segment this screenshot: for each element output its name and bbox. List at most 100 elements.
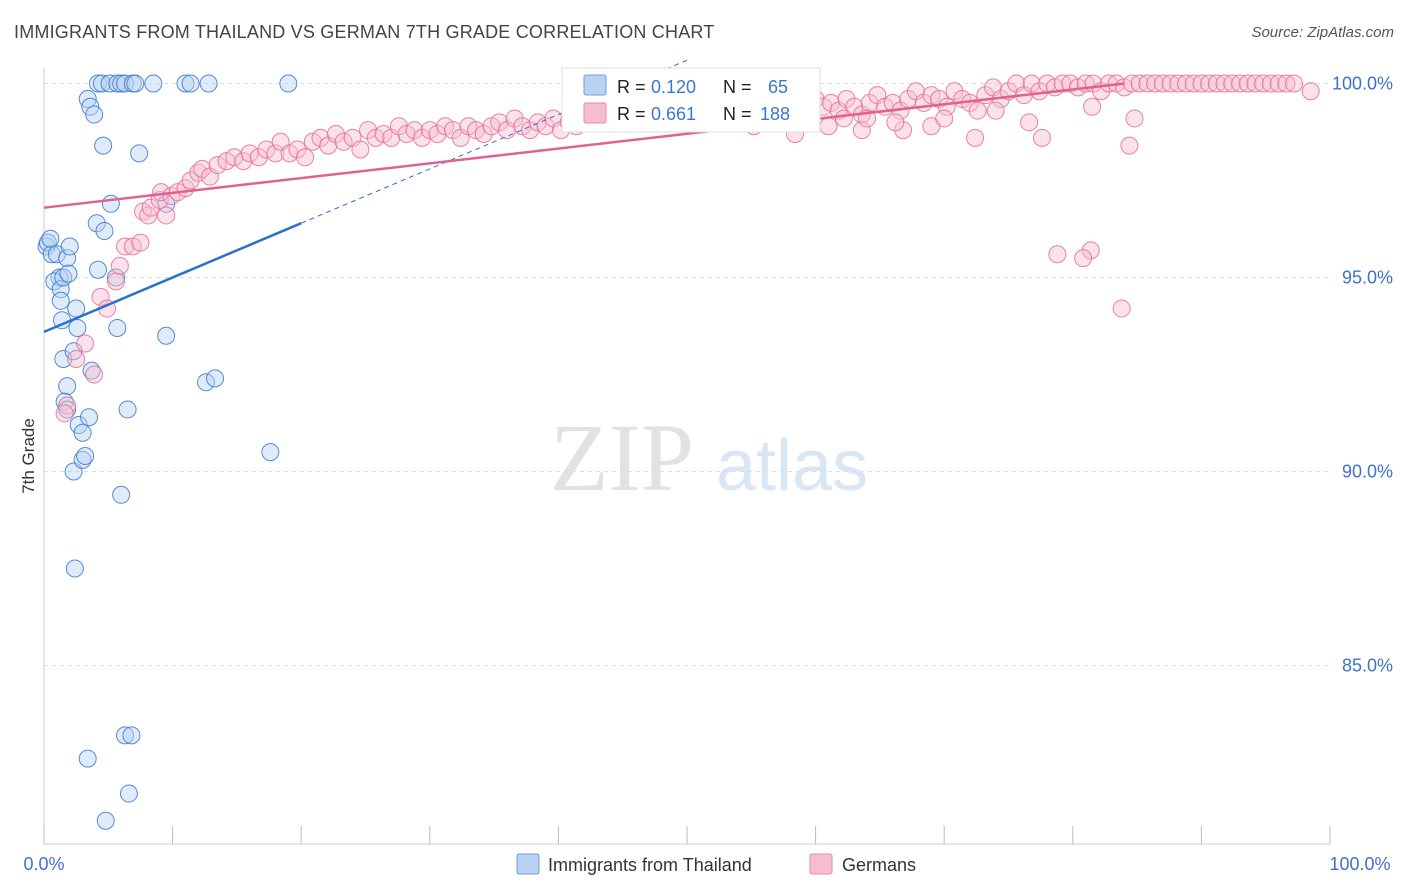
germans-point-5 (91, 287, 110, 306)
thailand-trend-extension (301, 59, 688, 224)
thailand-point-39 (112, 485, 131, 504)
thailand-point-58 (279, 74, 298, 93)
legend-swatch-germans (583, 102, 607, 124)
germans-point-51 (413, 128, 432, 147)
thailand-point-18 (58, 377, 77, 396)
thailand-point-34 (107, 268, 126, 287)
germans-point-181 (886, 113, 905, 132)
thailand-point-35 (89, 260, 108, 279)
germans-point-1 (55, 404, 74, 423)
thailand-point-38 (118, 400, 137, 419)
germans-point-159 (1246, 74, 1265, 93)
thailand-point-23 (80, 408, 99, 427)
thailand-point-53 (126, 74, 145, 93)
thailand-point-45 (96, 811, 115, 830)
bottom-legend-label-thailand: Immigrants from Thailand (548, 855, 752, 875)
germans-point-146 (1146, 74, 1165, 93)
germans-point-65 (521, 121, 540, 140)
gridlines (44, 83, 1330, 667)
germans-point-7 (107, 272, 126, 291)
thailand-point-2 (42, 245, 61, 264)
germans-point-30 (249, 148, 268, 167)
x-tick-label-0: 0.0% (23, 854, 64, 874)
legend-r-value-2: 0.661 (651, 104, 696, 124)
legend-r-value-1: 0.120 (651, 77, 696, 97)
thailand-point-33 (95, 221, 114, 240)
germans-point-109 (860, 93, 879, 112)
germans-point-187 (834, 109, 853, 128)
germans-point-61 (490, 113, 509, 132)
germans-point-157 (1230, 74, 1249, 93)
legend-swatch-thailand (583, 74, 607, 96)
germans-point-156 (1223, 74, 1242, 93)
germans-point-31 (257, 140, 276, 159)
germans-point-36 (296, 148, 315, 167)
germans-point-155 (1215, 74, 1234, 93)
germans-point-161 (1261, 74, 1280, 93)
source-label: Source: ZipAtlas.com (1251, 24, 1394, 41)
germans-point-176 (1081, 241, 1100, 260)
trend-lines (43, 59, 1125, 333)
germans-point-154 (1207, 74, 1226, 93)
germans-point-2 (67, 350, 86, 368)
germans-point-55 (443, 121, 462, 140)
germans-point-178 (1074, 249, 1093, 268)
germans-point-48 (389, 117, 408, 136)
germans-point-162 (1269, 74, 1288, 93)
germans-point-53 (428, 124, 447, 143)
legend-r-label-2: R = (617, 104, 646, 124)
germans-point-35 (288, 140, 307, 159)
germans-point-106 (837, 90, 856, 109)
legend-n-label-2: N = (723, 104, 752, 124)
germans-point-166 (1020, 113, 1039, 132)
thailand-point-42 (116, 726, 135, 745)
thailand-point-9 (58, 249, 77, 268)
germans-point-183 (986, 101, 1005, 120)
series-legend: Immigrants from Thailand Germans (516, 853, 916, 875)
germans-point-147 (1153, 74, 1172, 93)
y-tick-label-0: 100.0% (1332, 74, 1393, 94)
germans-point-59 (474, 124, 493, 143)
germans-point-29 (240, 144, 259, 163)
germans-point-158 (1238, 74, 1257, 93)
germans-point-3 (76, 334, 95, 353)
y-tick-label-3: 85.0% (1342, 656, 1393, 676)
germans-point-152 (1192, 74, 1211, 93)
thailand-point-64 (261, 443, 280, 462)
thailand-point-62 (197, 373, 216, 392)
germans-point-185 (1125, 109, 1144, 128)
germans-point-104 (822, 93, 841, 112)
germans-point-44 (359, 121, 378, 140)
germans-point-148 (1161, 74, 1180, 93)
germans-point-153 (1200, 74, 1219, 93)
germans-point-38 (311, 128, 330, 147)
thailand-point-56 (181, 74, 200, 93)
thailand-point-13 (51, 291, 70, 310)
thailand-point-40 (65, 559, 84, 578)
thailand-point-44 (119, 784, 138, 803)
germans-point-177 (1048, 245, 1067, 264)
thailand-point-41 (78, 749, 97, 768)
germans-point-179 (1112, 299, 1131, 318)
chart-title: IMMIGRANTS FROM THAILAND VS GERMAN 7TH G… (14, 22, 715, 42)
germans-point-130 (1022, 74, 1041, 93)
thailand-point-51 (116, 74, 135, 93)
germans-point-184 (1083, 97, 1102, 116)
germans-point-168 (966, 128, 985, 147)
thailand-point-57 (199, 74, 218, 93)
germans-point-171 (852, 121, 871, 140)
thailand-point-16 (54, 350, 73, 368)
germans-point-27 (225, 148, 244, 167)
germans-point-120 (945, 82, 964, 101)
legend-r-label-1: R = (617, 77, 646, 97)
x-tick-label-100: 100.0% (1329, 854, 1390, 874)
germans-point-172 (819, 117, 838, 136)
thailand-point-32 (87, 214, 106, 233)
germans-point-149 (1169, 74, 1188, 93)
thailand-point-59 (130, 144, 149, 163)
germans-point-40 (326, 124, 345, 143)
thailand-point-3 (41, 229, 60, 248)
germans-point-50 (405, 121, 424, 140)
y-tick-labels: 100.0% 95.0% 90.0% 85.0% (1332, 74, 1393, 676)
